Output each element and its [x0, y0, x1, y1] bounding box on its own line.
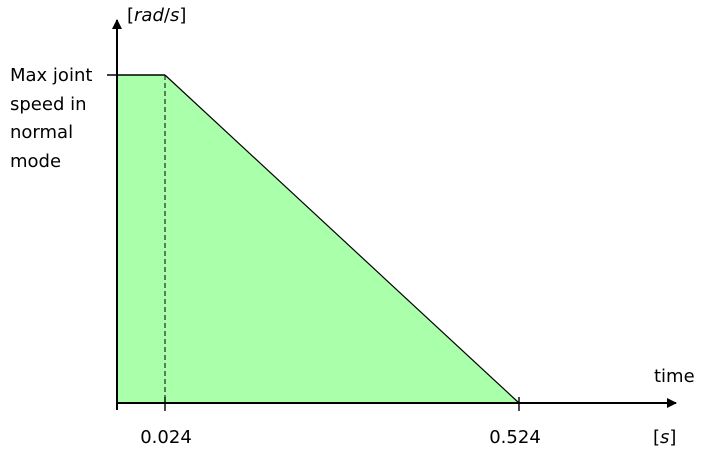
max-speed-label-line-3: normal	[10, 122, 73, 143]
max-speed-label-line-4: mode	[10, 151, 61, 172]
max-speed-label-line-1: Max joint	[10, 65, 92, 86]
x-axis-unit-label: [s]	[653, 427, 676, 448]
y-unit-rad: rad	[134, 5, 164, 26]
x-unit-close: ]	[669, 427, 676, 448]
y-axis-unit-label: [rad/s]	[127, 5, 186, 26]
y-unit-s: s	[170, 5, 179, 26]
y-unit-slash: /	[164, 5, 171, 26]
x-unit-open: [	[653, 427, 660, 448]
x-axis-label-time: time	[654, 366, 695, 387]
deceleration-ramp-line	[164, 74, 520, 404]
tick-label-0524: 0.524	[489, 427, 541, 448]
speed-profile-area	[117, 75, 519, 403]
x-unit-s: s	[660, 427, 669, 448]
y-unit-close: ]	[179, 5, 186, 26]
max-speed-label-line-2: speed in	[10, 94, 87, 115]
tick-label-0024: 0.024	[140, 427, 192, 448]
y-unit-open: [	[127, 5, 134, 26]
